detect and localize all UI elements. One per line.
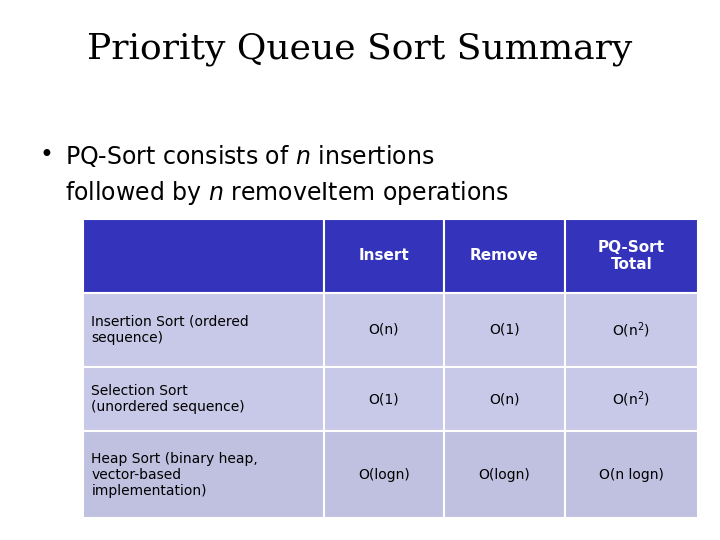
Bar xyxy=(564,293,698,367)
Text: Remove: Remove xyxy=(470,248,539,264)
Bar xyxy=(83,367,324,431)
Bar xyxy=(444,293,564,367)
Bar xyxy=(83,219,324,293)
Text: Selection Sort
(unordered sequence): Selection Sort (unordered sequence) xyxy=(91,384,245,414)
Text: O(1): O(1) xyxy=(489,323,520,337)
Text: O(1): O(1) xyxy=(369,392,399,406)
Text: O(n): O(n) xyxy=(489,392,520,406)
Text: Priority Queue Sort Summary: Priority Queue Sort Summary xyxy=(87,32,633,66)
Bar xyxy=(564,367,698,431)
Bar xyxy=(444,219,564,293)
Bar xyxy=(444,367,564,431)
Text: O(n): O(n) xyxy=(369,323,399,337)
Bar xyxy=(324,367,444,431)
Bar xyxy=(83,293,324,367)
Bar xyxy=(564,219,698,293)
Text: Insert: Insert xyxy=(359,248,409,264)
Text: •: • xyxy=(40,143,53,167)
Text: O(logn): O(logn) xyxy=(479,468,530,482)
Text: PQ-Sort consists of $n$ insertions: PQ-Sort consists of $n$ insertions xyxy=(65,143,434,169)
Bar xyxy=(564,431,698,518)
Text: O(n$^2$): O(n$^2$) xyxy=(613,320,650,340)
Bar xyxy=(324,219,444,293)
Bar xyxy=(444,431,564,518)
Text: PQ-Sort
Total: PQ-Sort Total xyxy=(598,240,665,272)
Text: O(n$^2$): O(n$^2$) xyxy=(613,389,650,409)
Bar xyxy=(324,431,444,518)
Bar xyxy=(324,293,444,367)
Text: O(logn): O(logn) xyxy=(358,468,410,482)
Text: Insertion Sort (ordered
sequence): Insertion Sort (ordered sequence) xyxy=(91,315,249,345)
Text: O(n logn): O(n logn) xyxy=(599,468,664,482)
Bar xyxy=(83,431,324,518)
Text: followed by $n$ removeItem operations: followed by $n$ removeItem operations xyxy=(65,179,508,207)
Text: Heap Sort (binary heap,
vector-based
implementation): Heap Sort (binary heap, vector-based imp… xyxy=(91,451,258,498)
